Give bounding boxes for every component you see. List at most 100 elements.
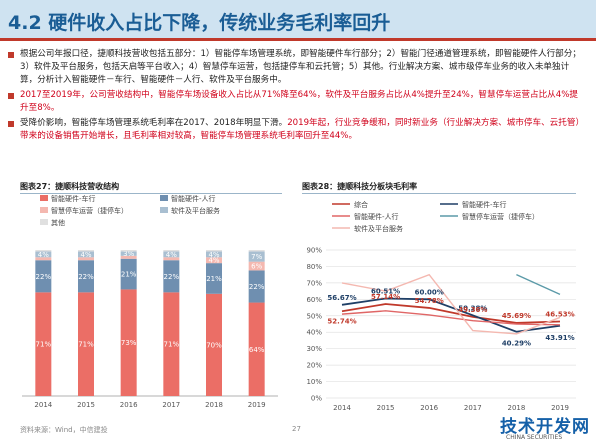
bullet-text: 2017至2019年，公司营收结构中，智能停车场设备收入占比从71%降至64%，… xyxy=(20,90,579,113)
line-data-label: 60.51% xyxy=(371,287,400,295)
bar-segment xyxy=(120,251,137,256)
line-data-label: 57.14% xyxy=(371,293,400,301)
legend-swatch xyxy=(160,207,168,213)
title-rule xyxy=(0,38,596,41)
bullet-item: 受降价影响，智能停车场管理系统毛利率在2017、2018年明显下滑。2019年起… xyxy=(8,117,586,143)
bar-data-label: 71% xyxy=(78,341,94,349)
bullet-item: 2017至2019年，公司营收结构中，智能停车场设备收入占比从71%降至64%，… xyxy=(8,89,586,115)
bar-segment xyxy=(120,255,137,259)
bar-data-label: 22% xyxy=(78,273,94,281)
y-tick-label: 90% xyxy=(306,247,322,255)
bar-data-label: 6% xyxy=(251,263,262,271)
bullet-marker xyxy=(8,121,14,127)
bar-segment xyxy=(248,261,265,271)
bullet-text: 根据公司年报口径，捷顺科技营收包括五部分：1）智能停车场管理系统，即智能硬件车行… xyxy=(20,49,581,85)
x-tick-label: 2017 xyxy=(464,404,482,412)
brand-name: 技术开发网 xyxy=(500,417,590,437)
bar-data-label: 21% xyxy=(121,271,137,279)
bar-data-label: 64% xyxy=(249,346,265,354)
bullet-text: 2019年起，行业竞争缓和，同时新业务（行业解决方案、城市停车、云托管）带来的设… xyxy=(20,118,585,141)
bar-data-label: 4% xyxy=(208,257,219,265)
bar-data-label: 71% xyxy=(36,341,52,349)
right-figure-rule xyxy=(302,193,576,194)
bar-segment xyxy=(248,270,265,303)
brand-subtitle: CHINA SECURITIES xyxy=(506,434,563,441)
y-tick-label: 80% xyxy=(306,263,322,271)
x-tick-label: 2016 xyxy=(420,404,438,412)
bar-segment xyxy=(206,250,222,252)
legend-label: 软件及平台服务 xyxy=(171,206,220,215)
series-line xyxy=(341,303,561,324)
bar-segment xyxy=(206,293,222,396)
series-line xyxy=(341,273,561,335)
bar-segment xyxy=(120,250,137,252)
legend-swatch xyxy=(160,195,168,201)
bar-segment xyxy=(35,292,52,396)
legend-label: 智能硬件-人行 xyxy=(354,212,399,221)
line-data-label: 54.78% xyxy=(415,297,444,305)
bar-segment xyxy=(206,263,222,294)
line-data-label: 56.67% xyxy=(327,294,356,302)
bar-segment xyxy=(163,251,180,258)
x-tick-label: 2015 xyxy=(77,401,95,409)
bar-segment xyxy=(35,251,52,258)
line-data-label: 40.29% xyxy=(502,340,531,348)
bar-segment xyxy=(163,250,180,252)
right-figure-title: 图表28：捷顺科技分板块毛利率 xyxy=(302,182,418,191)
bar-segment xyxy=(163,260,180,293)
x-tick-label: 2014 xyxy=(333,404,351,412)
brand-logo: 技术开发网 CHINA SECURITIES xyxy=(498,412,596,446)
x-tick-label: 2019 xyxy=(248,401,266,409)
bar-data-label: 21% xyxy=(206,275,222,283)
bar-segment xyxy=(35,250,52,252)
bar-segment xyxy=(78,257,94,261)
bar-data-label: 22% xyxy=(249,283,265,291)
page-number: 27 xyxy=(292,425,301,433)
bar-segment xyxy=(78,250,94,252)
legend-label: 智能硬件-人行 xyxy=(171,194,216,203)
bar-data-label: 4% xyxy=(208,251,219,259)
bullet-list: 根据公司年报口径，捷顺科技营收包括五部分：1）智能停车场管理系统，即智能硬件车行… xyxy=(8,48,586,145)
x-tick-label: 2014 xyxy=(34,401,52,409)
line-data-label: 52.74% xyxy=(327,317,356,325)
line-data-label: 49.36% xyxy=(458,306,487,314)
y-tick-label: 70% xyxy=(306,279,322,287)
legend-swatch xyxy=(40,195,48,201)
x-tick-label: 2018 xyxy=(507,404,525,412)
series-line xyxy=(516,274,561,296)
legend-label: 智慧停车运营（捷停车） xyxy=(51,206,128,215)
line-data-label: 45.69% xyxy=(502,312,531,320)
y-tick-label: 20% xyxy=(306,362,322,370)
x-tick-label: 2018 xyxy=(205,401,223,409)
bar-data-label: 71% xyxy=(164,341,180,349)
y-tick-label: 10% xyxy=(306,378,322,386)
bar-segment xyxy=(163,257,180,261)
bullet-marker xyxy=(8,52,14,58)
bar-segment xyxy=(120,289,137,396)
x-tick-label: 2015 xyxy=(377,404,395,412)
bar-segment xyxy=(248,302,265,396)
bar-data-label: 70% xyxy=(206,341,222,349)
line-data-label: 60.00% xyxy=(415,288,444,296)
series-line xyxy=(341,310,561,326)
title-bar xyxy=(0,0,596,38)
bar-data-label: 4% xyxy=(80,251,91,259)
legend-label: 智能硬件-车行 xyxy=(51,194,96,203)
legend-swatch xyxy=(40,219,48,225)
y-tick-label: 40% xyxy=(306,329,322,337)
x-tick-label: 2016 xyxy=(120,401,138,409)
bar-data-label: 22% xyxy=(164,273,180,281)
page-title: 4.2 硬件收入占比下降，传统业务毛利率回升 xyxy=(8,12,391,34)
left-figure-title: 图表27：捷顺科技营收结构 xyxy=(20,182,120,191)
bar-data-label: 4% xyxy=(38,251,49,259)
bar-segment xyxy=(78,251,94,258)
y-tick-label: 60% xyxy=(306,296,322,304)
bar-segment xyxy=(120,258,137,290)
bar-data-label: 4% xyxy=(166,251,177,259)
bar-segment xyxy=(35,260,52,293)
source-note: 资料来源：Wind，中信建投 xyxy=(20,426,108,434)
legend-label: 软件及平台服务 xyxy=(354,224,403,233)
left-figure-rule xyxy=(20,193,282,194)
bar-segment xyxy=(163,292,180,396)
